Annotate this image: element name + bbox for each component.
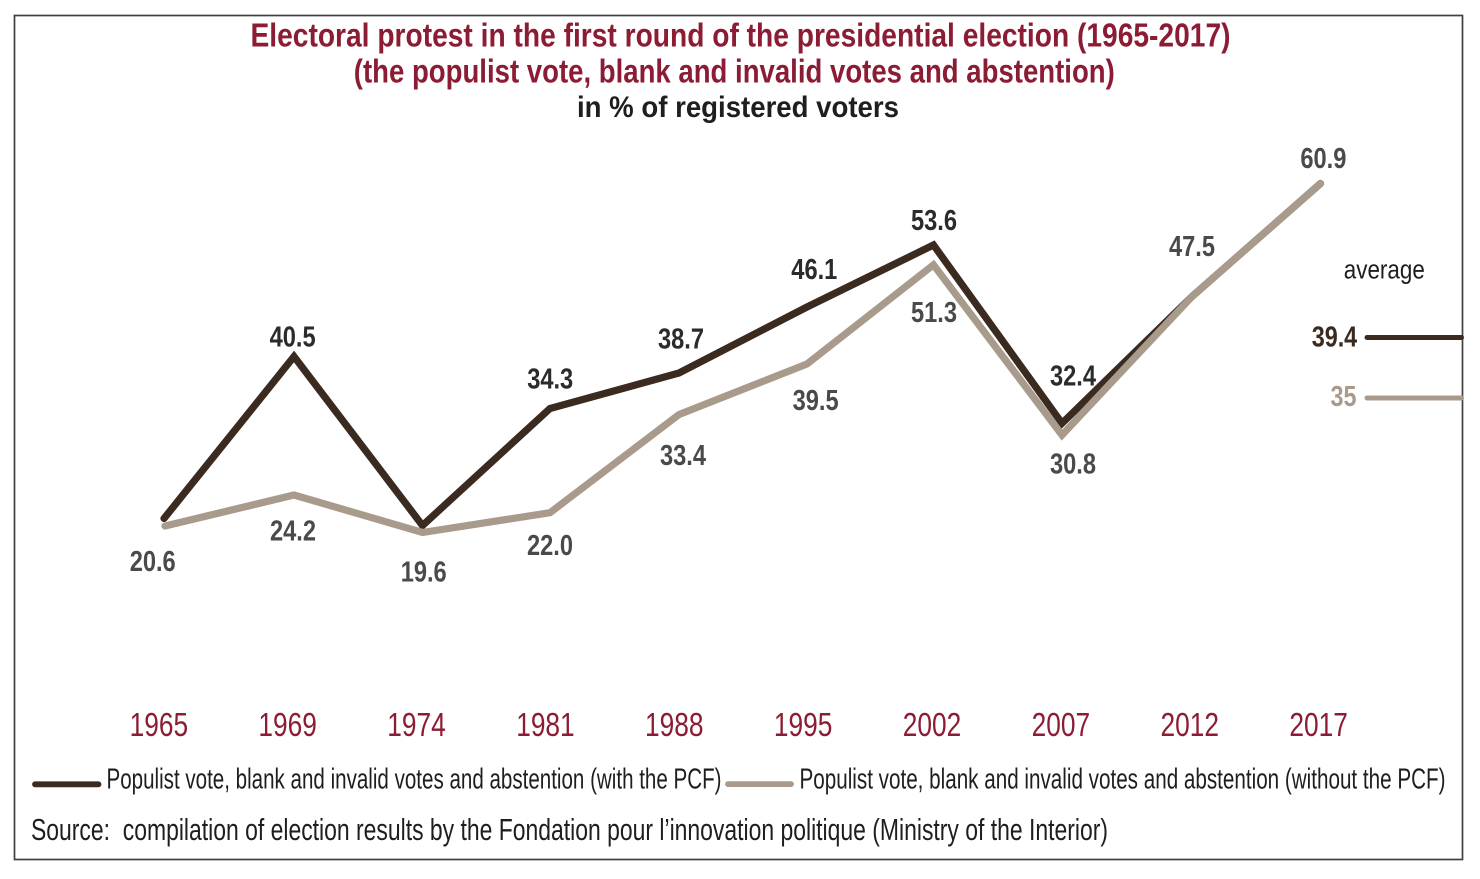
svg-text:(the populist vote, blank and: (the populist vote, blank and invalid vo… xyxy=(354,53,1115,90)
svg-text:Electoral protest in the first: Electoral protest in the first round of … xyxy=(251,17,1231,54)
svg-text:1981: 1981 xyxy=(516,706,575,743)
svg-text:38.7: 38.7 xyxy=(658,324,704,356)
svg-text:20.6: 20.6 xyxy=(130,546,176,578)
svg-text:1974: 1974 xyxy=(387,706,446,743)
svg-text:53.6: 53.6 xyxy=(911,205,957,237)
svg-text:33.4: 33.4 xyxy=(660,440,706,472)
svg-text:Populist vote, blank and inval: Populist vote, blank and invalid votes a… xyxy=(800,763,1446,795)
svg-text:32.4: 32.4 xyxy=(1050,361,1096,393)
svg-text:35: 35 xyxy=(1331,381,1357,413)
svg-text:2007: 2007 xyxy=(1032,706,1091,743)
svg-text:40.5: 40.5 xyxy=(270,321,316,353)
svg-text:Source: compilation of electi: Source: compilation of election results … xyxy=(31,813,1108,847)
svg-text:46.1: 46.1 xyxy=(791,254,837,286)
svg-text:19.6: 19.6 xyxy=(401,557,447,589)
svg-text:39.5: 39.5 xyxy=(793,385,839,417)
svg-text:51.3: 51.3 xyxy=(911,297,957,329)
svg-text:average: average xyxy=(1344,255,1425,285)
svg-text:39.4: 39.4 xyxy=(1312,321,1358,353)
svg-text:1969: 1969 xyxy=(258,706,317,743)
svg-text:2012: 2012 xyxy=(1161,706,1220,743)
svg-text:22.0: 22.0 xyxy=(527,530,573,562)
svg-text:2017: 2017 xyxy=(1289,706,1348,743)
svg-text:1995: 1995 xyxy=(774,706,833,743)
svg-text:30.8: 30.8 xyxy=(1050,449,1096,481)
svg-text:Populist vote, blank and inval: Populist vote, blank and invalid votes a… xyxy=(107,763,722,795)
svg-text:2002: 2002 xyxy=(903,706,962,743)
svg-text:1988: 1988 xyxy=(645,706,704,743)
svg-text:1965: 1965 xyxy=(130,706,189,743)
svg-text:34.3: 34.3 xyxy=(527,363,573,395)
svg-text:47.5: 47.5 xyxy=(1169,231,1215,263)
svg-text:in % of registered voters: in % of registered voters xyxy=(577,91,899,124)
svg-text:24.2: 24.2 xyxy=(270,516,316,548)
svg-text:60.9: 60.9 xyxy=(1300,143,1346,175)
